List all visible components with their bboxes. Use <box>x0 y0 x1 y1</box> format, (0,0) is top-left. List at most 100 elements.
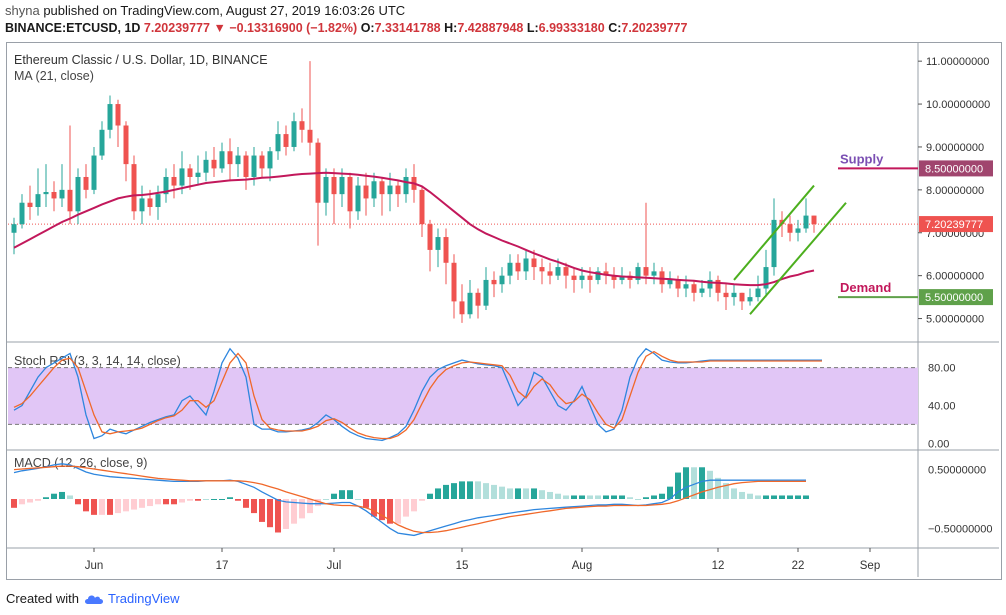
macd-histogram-bar <box>419 499 425 501</box>
candle-body <box>139 198 145 212</box>
macd-histogram-bar <box>467 481 473 499</box>
time-tick-label: Aug <box>572 560 592 572</box>
macd-line <box>13 463 806 537</box>
candle-body <box>19 202 25 225</box>
candle-body <box>187 168 193 177</box>
candle-body <box>395 185 401 195</box>
macd-histogram-bar <box>35 499 41 501</box>
publish-info: published on TradingView.com, August 27,… <box>43 3 406 18</box>
candle-body <box>379 181 385 195</box>
candle-body <box>651 271 657 276</box>
supply-price-tag-bg <box>919 160 993 177</box>
last-price-tag: 7.20239777 <box>925 219 983 231</box>
macd-histogram-bar <box>747 493 753 499</box>
time-tick-label: 22 <box>792 560 805 572</box>
tradingview-cloud-icon <box>84 594 103 604</box>
macd-histogram-bar <box>587 495 593 499</box>
macd-histogram-bar <box>475 481 481 499</box>
time-tick-label: Sep <box>860 560 880 572</box>
candle-body <box>483 279 489 306</box>
close-label: C: <box>608 21 622 35</box>
candle-body <box>195 172 201 177</box>
macd-histogram-bar <box>11 499 17 508</box>
symbol-header: BINANCE:ETCUSD, 1D 7.20239777 ▼ −0.13316… <box>5 21 687 35</box>
macd-histogram-bar <box>299 499 305 519</box>
macd-histogram-bar <box>435 488 441 499</box>
candle-body <box>515 262 521 272</box>
candle-body <box>115 104 121 126</box>
candle-body <box>435 237 441 250</box>
candle-body <box>579 275 585 280</box>
candle-body <box>235 155 241 165</box>
candle-body <box>619 275 625 280</box>
candle-body <box>491 279 497 285</box>
macd-tick-label: −0.50000000 <box>928 523 993 535</box>
price-tick-label: 10.00000000 <box>926 99 990 111</box>
time-tick-label: 15 <box>456 560 469 572</box>
supply-price-tag: 8.50000000 <box>925 163 983 175</box>
candle-body <box>307 129 313 143</box>
close-value: 7.20239777 <box>621 21 688 35</box>
macd-histogram-bar <box>627 497 633 499</box>
macd-histogram-bar <box>107 499 113 515</box>
candle-body <box>243 155 249 177</box>
time-tick-label: Jun <box>85 560 104 572</box>
candle-body <box>91 155 97 190</box>
macd-histogram-bar <box>347 490 353 499</box>
candle-body <box>755 288 761 298</box>
signal-line <box>13 465 806 534</box>
macd-histogram-bar <box>779 495 785 499</box>
created-with-label: Created with <box>6 591 79 606</box>
macd-histogram-bar <box>91 499 97 515</box>
macd-histogram-bar <box>699 467 705 499</box>
candle-body <box>427 224 433 250</box>
tradingview-logo[interactable]: TradingView <box>83 591 180 606</box>
macd-histogram-bar <box>619 495 625 499</box>
supply-label: Supply <box>840 151 884 166</box>
macd-histogram-bar <box>171 499 177 505</box>
macd-histogram-bar <box>579 495 585 499</box>
macd-histogram-bar <box>19 499 25 505</box>
candle-body <box>299 121 305 130</box>
macd-histogram-bar <box>683 467 689 499</box>
candle-body <box>339 176 345 195</box>
candle-body <box>707 279 713 289</box>
macd-histogram-bar <box>179 499 185 503</box>
macd-histogram-bar <box>667 486 673 499</box>
macd-histogram-bar <box>787 495 793 499</box>
candle-body <box>507 262 513 276</box>
low-value: 6.99333180 <box>538 21 605 35</box>
macd-histogram-bar <box>539 490 545 499</box>
candle-body <box>363 185 369 199</box>
candle-body <box>563 267 569 276</box>
macd-histogram-bar <box>315 499 321 507</box>
candle-body <box>171 176 177 186</box>
price-tick-label: 5.00000000 <box>926 314 984 326</box>
macd-histogram-bar <box>443 484 449 499</box>
stoch-rsi-tick-label: 40.00 <box>928 400 956 412</box>
candle-body <box>571 275 577 280</box>
macd-histogram-bar <box>59 491 65 499</box>
stoch-rsi-title: Stoch RSI (3, 3, 14, 14, close) <box>14 354 181 368</box>
macd-histogram-bar <box>331 493 337 499</box>
macd-histogram-bar <box>571 495 577 499</box>
candle-body <box>403 176 409 195</box>
candle-body <box>811 215 817 225</box>
macd-histogram-bar <box>715 477 721 499</box>
candle-body <box>683 284 689 289</box>
macd-histogram-bar <box>427 493 433 499</box>
candle-body <box>147 198 153 208</box>
macd-histogram-bar <box>363 499 369 508</box>
candle-body <box>283 134 289 147</box>
candle-body <box>163 176 169 195</box>
macd-histogram-bar <box>395 499 401 524</box>
candle-body <box>555 267 561 276</box>
candle-body <box>51 192 57 199</box>
candle-body <box>331 176 337 195</box>
candle-body <box>763 267 769 289</box>
candle-body <box>355 185 361 212</box>
candle-body <box>499 275 505 285</box>
candle-body <box>323 176 329 203</box>
publisher-name[interactable]: shyna <box>5 3 40 18</box>
